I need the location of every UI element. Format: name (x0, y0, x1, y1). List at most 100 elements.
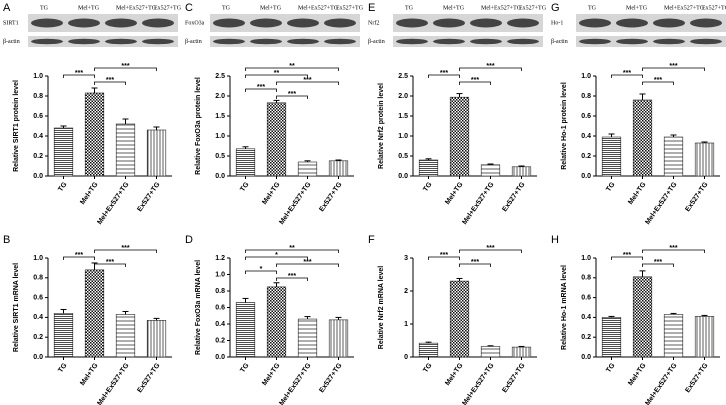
panel-letter: C (185, 2, 193, 14)
significance-bracket (245, 67, 339, 71)
blot-band (142, 38, 174, 45)
y-tick-label: 0.0 (581, 354, 591, 361)
y-axis-label: Relative SIRT1 protein level (13, 80, 20, 172)
significance-label: *** (623, 70, 631, 77)
significance-label: *** (75, 252, 83, 259)
bar (511, 346, 532, 358)
y-tick-label: 0.0 (33, 354, 43, 361)
bar (235, 148, 256, 177)
significance-bracket (94, 67, 157, 71)
x-tick-label: Ex527+TG (501, 362, 527, 394)
y-tick-label: 1.0 (215, 271, 225, 278)
significance-label: *** (486, 63, 494, 70)
blot-band (105, 38, 137, 45)
significance-label: *** (654, 259, 662, 266)
bar (115, 123, 136, 177)
y-tick-label: 2.0 (398, 93, 408, 100)
bar (632, 99, 653, 177)
y-tick-label: 3 (404, 255, 408, 262)
protein-label: Nrf2 (368, 19, 379, 26)
significance-label: * (260, 266, 263, 273)
panel-letter: H (551, 234, 559, 246)
x-tick-label: Mel+Ex527+TG (461, 362, 496, 405)
significance-label: *** (440, 252, 448, 259)
lane-label: TG (405, 5, 414, 11)
x-tick-label: Mel+TG (79, 362, 100, 387)
y-tick-label: 1.0 (581, 255, 591, 262)
y-tick-label: 0.2 (33, 334, 43, 341)
blot-band (690, 18, 722, 28)
y-tick-label: 0.8 (215, 288, 225, 295)
significance-label: *** (106, 259, 114, 266)
significance-label: *** (121, 245, 129, 252)
x-tick-label: TG (422, 362, 434, 374)
x-tick-label: TG (239, 181, 251, 193)
blot-band (250, 38, 282, 45)
bar (53, 127, 74, 177)
significance-label: *** (669, 63, 677, 70)
y-tick-label: 0.4 (581, 314, 591, 321)
lane-label: Mel+TG (443, 5, 465, 11)
blot-strip (210, 14, 360, 32)
blot-band (68, 38, 100, 45)
blot-band (287, 38, 319, 45)
y-tick-label: 1.2 (215, 255, 225, 262)
blot-band (433, 18, 465, 28)
panel-letter: B (3, 234, 10, 246)
significance-bracket (94, 81, 126, 85)
significance-label: *** (440, 70, 448, 77)
bar (328, 160, 349, 177)
significance-bracket (642, 81, 674, 85)
y-axis-label: Relative Nrf2 protein level (378, 83, 385, 169)
significance-label: ** (274, 70, 280, 77)
bar (511, 166, 532, 177)
blot-strip (576, 14, 726, 32)
significance-label: *** (106, 77, 114, 84)
significance-label: *** (471, 259, 479, 266)
protein-label: β-actin (185, 39, 202, 45)
blot-band (396, 38, 428, 45)
y-tick-label: 0.2 (581, 334, 591, 341)
y-tick-label: 1.0 (398, 133, 408, 140)
bar (663, 314, 684, 358)
significance-bracket (245, 256, 308, 260)
significance-bracket (642, 67, 705, 71)
significance-label: *** (288, 91, 296, 98)
significance-bracket (459, 263, 491, 267)
significance-bracket (245, 74, 308, 78)
lane-label: Mel+Ex527+TG (481, 5, 522, 11)
y-tick-label: 0.8 (33, 93, 43, 100)
x-tick-label: Mel+Ex527+TG (644, 362, 679, 405)
y-axis-label: Relative Ho-1 mRNA level (561, 265, 568, 350)
significance-bracket (459, 67, 522, 71)
significance-bracket (459, 81, 491, 85)
significance-bracket (428, 74, 460, 78)
y-tick-label: 0.8 (581, 275, 591, 282)
significance-label: *** (623, 252, 631, 259)
y-tick-label: 1.5 (398, 113, 408, 120)
blot-band (142, 18, 174, 28)
x-tick-label: Ex527+TG (684, 181, 710, 213)
significance-label: *** (654, 77, 662, 84)
lane-label: Mel+TG (626, 5, 648, 11)
bar (266, 286, 287, 358)
x-tick-label: TG (605, 181, 617, 193)
protein-label: FoxO3a (185, 20, 205, 26)
y-tick-label: 0.4 (33, 314, 43, 321)
significance-bracket (459, 249, 522, 253)
panel-letter: E (368, 2, 375, 14)
bar (601, 136, 622, 177)
lane-label: Ex527+TG (336, 5, 364, 11)
significance-label: *** (303, 77, 311, 84)
x-tick-label: TG (239, 362, 251, 374)
x-tick-label: Ex527+TG (136, 181, 162, 213)
bar (328, 319, 349, 358)
lane-label: TG (588, 5, 597, 11)
y-tick-label: 1.5 (215, 113, 225, 120)
x-tick-label: Ex527+TG (318, 181, 344, 213)
y-tick-label: 0.8 (581, 93, 591, 100)
blot-band (470, 18, 502, 28)
significance-label: ** (289, 63, 295, 70)
bar (115, 314, 136, 358)
y-axis-label: Relative FoxO3a mRNA level (195, 260, 202, 355)
